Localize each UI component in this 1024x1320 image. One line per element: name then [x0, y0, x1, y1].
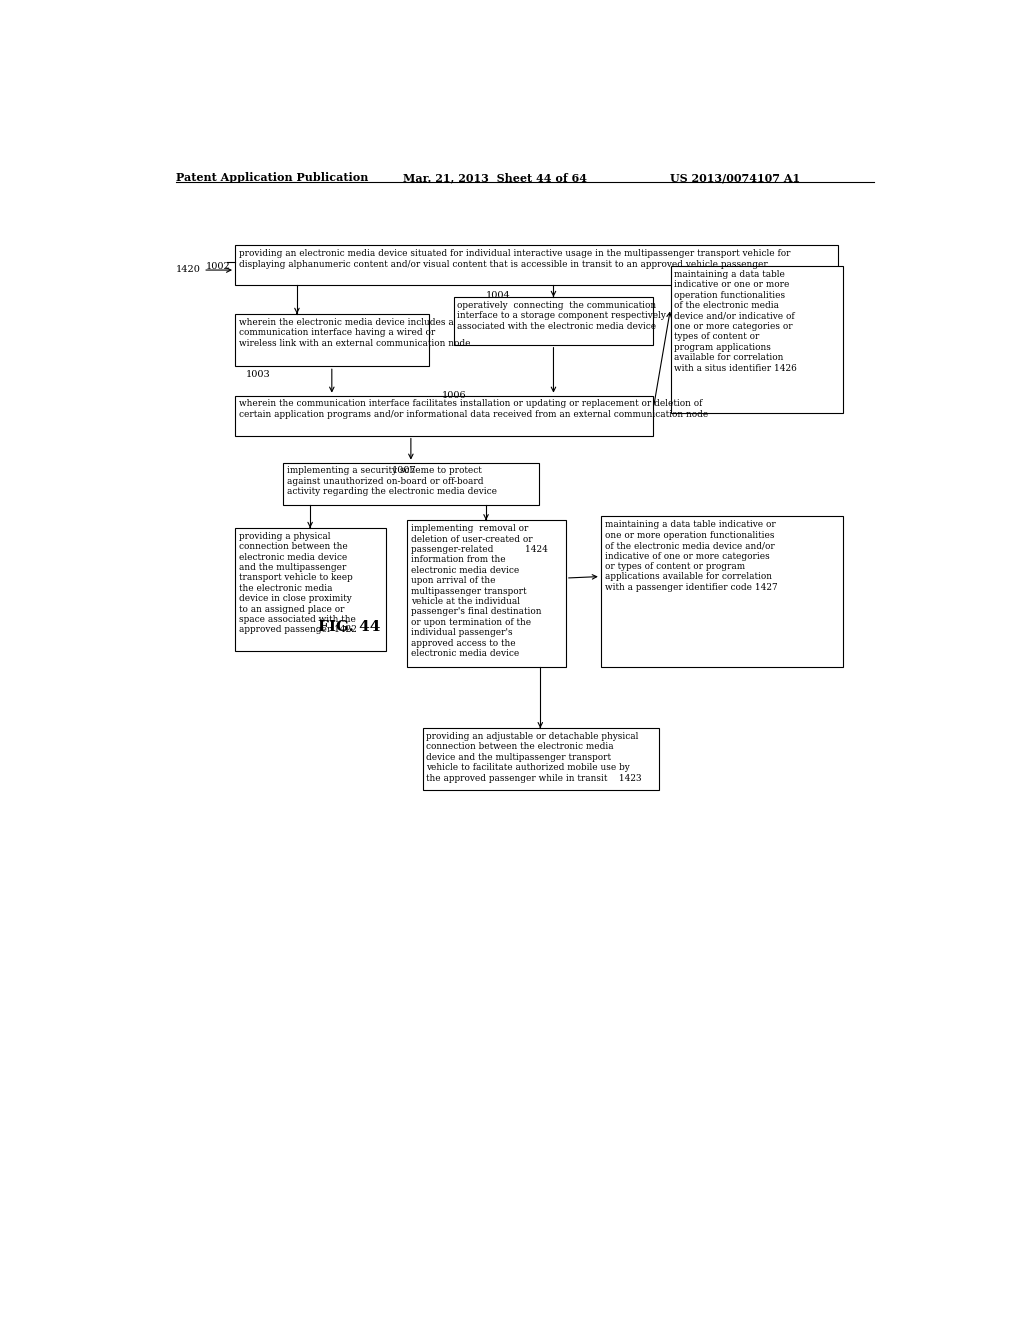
- Text: Patent Application Publication: Patent Application Publication: [176, 173, 369, 183]
- Bar: [671, 267, 843, 412]
- Text: wherein the electronic media device includes a
communication interface having a : wherein the electronic media device incl…: [239, 318, 470, 347]
- Bar: [601, 516, 843, 667]
- Text: maintaining a data table indicative or
one or more operation functionalities
of : maintaining a data table indicative or o…: [604, 520, 777, 591]
- Text: FIG. 44: FIG. 44: [317, 620, 380, 635]
- Text: implementing a security scheme to protect
against unauthorized on-board or off-b: implementing a security scheme to protec…: [287, 466, 497, 496]
- Text: 1004: 1004: [486, 290, 511, 300]
- Bar: [423, 729, 658, 789]
- Text: wherein the communication interface facilitates installation or updating or repl: wherein the communication interface faci…: [239, 400, 708, 418]
- Bar: [407, 520, 566, 667]
- Text: 1006: 1006: [442, 391, 467, 400]
- Bar: [283, 462, 539, 506]
- Text: 1420: 1420: [176, 264, 201, 273]
- Text: providing a physical
connection between the
electronic media device
and the mult: providing a physical connection between …: [239, 532, 356, 635]
- Text: 1002: 1002: [206, 263, 230, 272]
- Bar: [234, 396, 653, 436]
- Text: Mar. 21, 2013  Sheet 44 of 64: Mar. 21, 2013 Sheet 44 of 64: [403, 173, 587, 183]
- Text: operatively  connecting  the communication
interface to a storage component resp: operatively connecting the communication…: [458, 301, 667, 330]
- Bar: [234, 528, 386, 651]
- Bar: [454, 297, 653, 345]
- Text: 1003: 1003: [246, 370, 270, 379]
- Bar: [234, 246, 838, 285]
- Bar: [234, 314, 429, 367]
- Text: providing an adjustable or detachable physical
connection between the electronic: providing an adjustable or detachable ph…: [426, 733, 642, 783]
- Text: maintaining a data table
indicative or one or more
operation functionalities
of : maintaining a data table indicative or o…: [675, 271, 797, 372]
- Text: implementing  removal or
deletion of user-created or
passenger-related          : implementing removal or deletion of user…: [411, 524, 548, 657]
- Text: US 2013/0074107 A1: US 2013/0074107 A1: [671, 173, 801, 183]
- Text: 1007: 1007: [391, 466, 416, 475]
- Text: providing an electronic media device situated for individual interactive usage i: providing an electronic media device sit…: [239, 249, 791, 269]
